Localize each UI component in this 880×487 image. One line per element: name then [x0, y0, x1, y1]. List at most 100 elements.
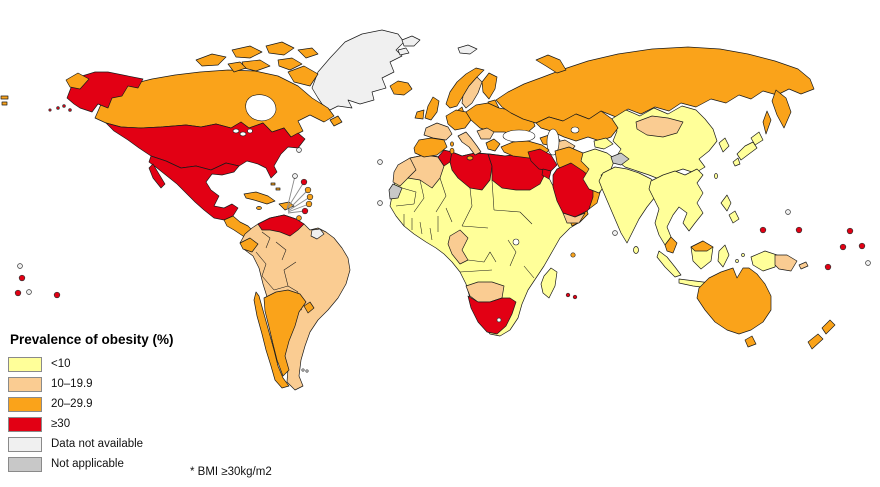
legend-swatch-over30	[8, 416, 42, 432]
region-bahamas	[270, 182, 281, 191]
legend: Prevalence of obesity (%) <10 10–19.9 20…	[8, 332, 174, 474]
region-southeast-asia	[648, 168, 704, 246]
region-sri-lanka	[633, 246, 639, 254]
africa-borders	[395, 177, 535, 279]
region-iceland	[389, 80, 413, 96]
region-sakhalin	[762, 110, 772, 135]
region-iraq-syria	[527, 148, 558, 172]
caribbean-leader-lines	[286, 175, 311, 214]
region-philippines	[720, 194, 740, 224]
caspian-sea	[546, 128, 560, 156]
region-greenland	[311, 29, 405, 111]
legend-swatch-not-applicable	[8, 456, 42, 472]
region-korea	[718, 137, 730, 153]
region-iberia	[413, 137, 448, 158]
aral-sea	[570, 126, 580, 134]
legend-item: Not applicable	[8, 454, 174, 474]
hudson-bay	[245, 94, 277, 122]
region-svalbard	[397, 35, 421, 56]
region-mongolia	[635, 115, 684, 138]
legend-title: Prevalence of obesity (%)	[10, 332, 174, 347]
legend-label: <10	[51, 358, 71, 370]
bmi-footnote: * BMI ≥30kg/m2	[190, 466, 272, 478]
region-western-sahara	[388, 183, 403, 200]
island-dots-over30	[14, 178, 866, 300]
island-dots-no-data	[17, 147, 871, 373]
legend-item: <10	[8, 354, 174, 374]
region-finland	[481, 72, 498, 100]
lesotho	[496, 317, 502, 323]
region-new-zealand	[807, 319, 836, 350]
region-argentina	[263, 289, 307, 377]
region-madagascar	[540, 267, 558, 299]
region-kashmir	[610, 152, 630, 166]
region-sweden	[461, 76, 483, 109]
legend-swatch-under10	[8, 356, 42, 372]
region-cameroon-gabon	[447, 229, 469, 265]
black-sea	[502, 129, 536, 143]
region-taiwan	[714, 173, 718, 179]
region-jordan-israel	[541, 168, 552, 180]
region-malaysia-peninsula	[664, 236, 678, 254]
legend-item: 20–29.9	[8, 394, 174, 414]
region-venezuela	[257, 214, 305, 237]
legend-label: ≥30	[51, 418, 71, 430]
south-america-borders	[255, 231, 303, 311]
region-siberia-edge	[0, 95, 9, 106]
region-new-britain	[798, 261, 809, 270]
region-aleutian-islands	[48, 104, 72, 112]
region-france	[423, 122, 453, 141]
region-chile	[253, 291, 290, 389]
legend-swatch-no-data	[8, 436, 42, 452]
region-sulawesi	[717, 244, 730, 268]
region-south-africa	[467, 295, 517, 335]
region-italy	[457, 131, 482, 156]
legend-label: Not applicable	[51, 458, 124, 470]
region-novaya-zemlya	[535, 54, 567, 74]
region-baja-california	[148, 163, 166, 189]
great-lakes	[232, 128, 253, 137]
region-india	[598, 166, 660, 244]
region-chukotka-wrap	[65, 72, 90, 90]
region-malaysia-borneo	[690, 240, 714, 252]
region-franz-josef-land	[457, 44, 478, 55]
legend-swatch-20to29	[8, 396, 42, 412]
legend-label: 20–29.9	[51, 398, 93, 410]
region-papua-indonesia	[750, 250, 778, 272]
legend-label: Data not available	[51, 438, 144, 450]
region-moluccas	[735, 253, 745, 263]
region-norway	[445, 67, 485, 109]
legend-label: 10–19.9	[51, 378, 93, 390]
region-uk	[424, 96, 440, 121]
region-corsica-sardinia	[449, 141, 455, 155]
region-kamchatka	[771, 89, 792, 129]
region-australia	[696, 267, 772, 335]
region-sicily	[466, 155, 474, 161]
region-yemen	[562, 212, 586, 224]
region-uruguay	[303, 301, 315, 314]
region-central-europe	[445, 109, 472, 131]
region-ireland	[414, 109, 425, 120]
region-japan	[732, 131, 764, 167]
region-cuba	[243, 191, 276, 205]
legend-item: 10–19.9	[8, 374, 174, 394]
region-kyrgyzstan-tajikistan	[593, 137, 614, 150]
region-newfoundland	[329, 115, 343, 127]
legend-item: Data not available	[8, 434, 174, 454]
region-jamaica	[256, 206, 262, 210]
region-canada-arctic-islands	[195, 41, 319, 87]
region-papua-new-guinea	[774, 254, 798, 272]
region-western-balkans	[476, 127, 495, 140]
legend-swatch-10to19	[8, 376, 42, 392]
region-greece	[485, 138, 501, 152]
region-sumatra	[656, 250, 682, 278]
region-ecuador	[239, 237, 259, 253]
legend-item: ≥30	[8, 414, 174, 434]
region-libya	[449, 151, 493, 191]
region-mexico	[148, 155, 240, 221]
region-tasmania	[744, 335, 757, 348]
lake-victoria	[512, 238, 520, 246]
region-suriname	[310, 228, 325, 240]
